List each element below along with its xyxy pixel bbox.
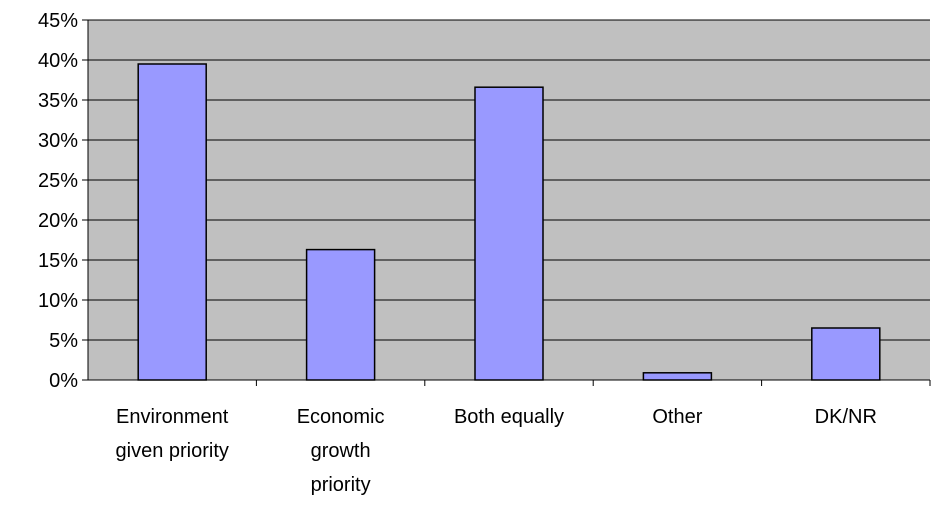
y-tick-label: 5% bbox=[49, 330, 78, 352]
bar bbox=[642, 372, 713, 381]
x-category-label: growth bbox=[311, 440, 371, 462]
bar bbox=[137, 63, 207, 381]
y-tick-label: 15% bbox=[38, 250, 78, 272]
x-category-label: Other bbox=[652, 406, 702, 428]
x-category-label: given priority bbox=[116, 440, 229, 462]
y-tick-label: 20% bbox=[38, 210, 78, 232]
bar bbox=[811, 327, 881, 381]
y-tick-label: 10% bbox=[38, 290, 78, 312]
x-category-label: DK/NR bbox=[815, 406, 877, 428]
x-category-label: Economic bbox=[297, 406, 385, 428]
y-tick-label: 40% bbox=[38, 50, 78, 72]
y-tick-label: 30% bbox=[38, 130, 78, 152]
x-category-label: priority bbox=[311, 474, 371, 496]
y-tick-label: 25% bbox=[38, 170, 78, 192]
y-tick-label: 45% bbox=[38, 10, 78, 32]
y-tick-label: 35% bbox=[38, 90, 78, 112]
y-tick-label: 0% bbox=[49, 370, 78, 392]
x-category-label: Environment bbox=[116, 406, 229, 428]
bar bbox=[474, 86, 544, 381]
bar bbox=[305, 248, 376, 381]
x-category-label: Both equally bbox=[454, 406, 564, 428]
